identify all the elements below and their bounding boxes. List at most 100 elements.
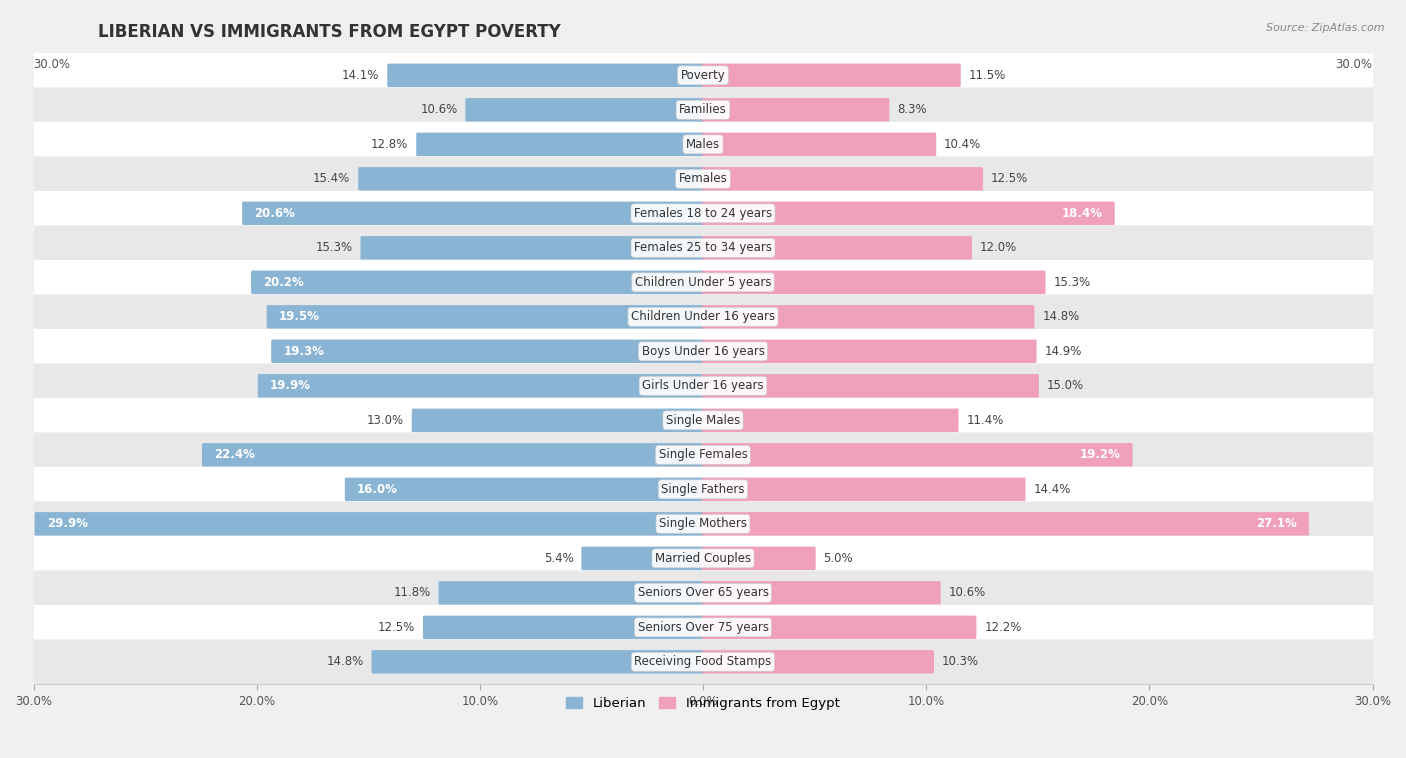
FancyBboxPatch shape [702,236,972,259]
FancyBboxPatch shape [344,478,704,501]
Text: 10.6%: 10.6% [420,103,457,116]
FancyBboxPatch shape [581,547,704,570]
FancyBboxPatch shape [8,398,1406,443]
Text: 15.4%: 15.4% [314,172,350,185]
FancyBboxPatch shape [702,340,1036,363]
Text: Girls Under 16 years: Girls Under 16 years [643,379,763,393]
FancyBboxPatch shape [8,432,1406,478]
Text: 11.4%: 11.4% [966,414,1004,427]
FancyBboxPatch shape [267,305,704,328]
Text: Females 18 to 24 years: Females 18 to 24 years [634,207,772,220]
FancyBboxPatch shape [412,409,704,432]
Text: Receiving Food Stamps: Receiving Food Stamps [634,656,772,669]
FancyBboxPatch shape [702,98,890,121]
Text: 27.1%: 27.1% [1256,517,1296,531]
FancyBboxPatch shape [8,87,1406,132]
Text: Married Couples: Married Couples [655,552,751,565]
FancyBboxPatch shape [35,512,704,536]
Text: 20.6%: 20.6% [254,207,295,220]
Text: LIBERIAN VS IMMIGRANTS FROM EGYPT POVERTY: LIBERIAN VS IMMIGRANTS FROM EGYPT POVERT… [98,23,561,41]
Text: Single Males: Single Males [666,414,740,427]
FancyBboxPatch shape [387,64,704,87]
Text: Males: Males [686,138,720,151]
Text: 14.9%: 14.9% [1045,345,1081,358]
FancyBboxPatch shape [8,191,1406,236]
FancyBboxPatch shape [439,581,704,605]
FancyBboxPatch shape [8,536,1406,581]
Text: 5.4%: 5.4% [544,552,574,565]
Text: Poverty: Poverty [681,69,725,82]
Text: 14.8%: 14.8% [1042,310,1080,324]
FancyBboxPatch shape [8,501,1406,547]
FancyBboxPatch shape [8,260,1406,305]
Text: 15.0%: 15.0% [1046,379,1084,393]
Text: 10.4%: 10.4% [943,138,981,151]
Text: 14.8%: 14.8% [326,656,364,669]
Text: Single Fathers: Single Fathers [661,483,745,496]
Text: 11.5%: 11.5% [969,69,1005,82]
FancyBboxPatch shape [465,98,704,121]
Text: 19.5%: 19.5% [278,310,321,324]
FancyBboxPatch shape [8,294,1406,340]
Text: 12.0%: 12.0% [980,241,1017,255]
Text: 10.3%: 10.3% [942,656,979,669]
Text: Females: Females [679,172,727,185]
Text: Single Females: Single Females [658,448,748,462]
FancyBboxPatch shape [8,53,1406,98]
Text: Single Mothers: Single Mothers [659,517,747,531]
FancyBboxPatch shape [702,305,1035,328]
Text: 30.0%: 30.0% [34,58,70,71]
Text: 22.4%: 22.4% [214,448,254,462]
Legend: Liberian, Immigrants from Egypt: Liberian, Immigrants from Egypt [561,692,845,716]
Text: 15.3%: 15.3% [1053,276,1091,289]
FancyBboxPatch shape [8,363,1406,409]
Text: 15.3%: 15.3% [315,241,353,255]
FancyBboxPatch shape [8,225,1406,271]
Text: 8.3%: 8.3% [897,103,927,116]
Text: 12.8%: 12.8% [371,138,408,151]
Text: 30.0%: 30.0% [1336,58,1372,71]
Text: 12.5%: 12.5% [991,172,1028,185]
FancyBboxPatch shape [257,374,704,397]
FancyBboxPatch shape [252,271,704,294]
FancyBboxPatch shape [702,615,976,639]
FancyBboxPatch shape [8,156,1406,202]
FancyBboxPatch shape [202,443,704,467]
FancyBboxPatch shape [702,271,1046,294]
Text: 19.3%: 19.3% [284,345,325,358]
Text: Seniors Over 75 years: Seniors Over 75 years [637,621,769,634]
FancyBboxPatch shape [702,64,960,87]
Text: 10.6%: 10.6% [949,587,986,600]
FancyBboxPatch shape [371,650,704,674]
FancyBboxPatch shape [360,236,704,259]
Text: 12.2%: 12.2% [984,621,1022,634]
FancyBboxPatch shape [702,581,941,605]
Text: Females 25 to 34 years: Females 25 to 34 years [634,241,772,255]
FancyBboxPatch shape [8,329,1406,374]
FancyBboxPatch shape [702,443,1133,467]
FancyBboxPatch shape [416,133,704,156]
Text: Source: ZipAtlas.com: Source: ZipAtlas.com [1267,23,1385,33]
FancyBboxPatch shape [271,340,704,363]
Text: 20.2%: 20.2% [263,276,304,289]
Text: 5.0%: 5.0% [824,552,853,565]
Text: Families: Families [679,103,727,116]
Text: 18.4%: 18.4% [1062,207,1102,220]
Text: Boys Under 16 years: Boys Under 16 years [641,345,765,358]
FancyBboxPatch shape [702,478,1025,501]
FancyBboxPatch shape [702,167,983,190]
FancyBboxPatch shape [242,202,704,225]
FancyBboxPatch shape [702,409,959,432]
Text: 13.0%: 13.0% [367,414,404,427]
FancyBboxPatch shape [702,650,934,674]
FancyBboxPatch shape [8,122,1406,167]
Text: Seniors Over 65 years: Seniors Over 65 years [637,587,769,600]
FancyBboxPatch shape [702,202,1115,225]
FancyBboxPatch shape [423,615,704,639]
FancyBboxPatch shape [8,467,1406,512]
Text: 14.4%: 14.4% [1033,483,1070,496]
FancyBboxPatch shape [702,512,1309,536]
Text: 12.5%: 12.5% [378,621,415,634]
FancyBboxPatch shape [8,605,1406,650]
FancyBboxPatch shape [702,374,1039,397]
